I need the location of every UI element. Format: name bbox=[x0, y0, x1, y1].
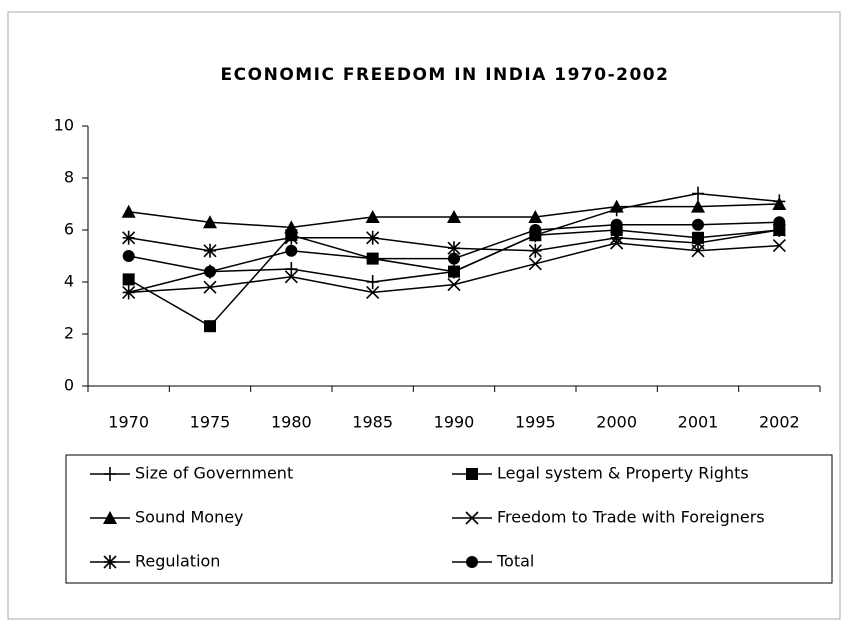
marker bbox=[203, 280, 217, 294]
marker bbox=[448, 252, 460, 265]
marker bbox=[285, 262, 298, 276]
x-tick-label: 1985 bbox=[352, 413, 393, 432]
legend-box bbox=[65, 454, 833, 584]
marker bbox=[772, 223, 786, 237]
legend-label: Sound Money bbox=[135, 508, 244, 527]
marker bbox=[204, 265, 216, 278]
marker bbox=[203, 215, 217, 229]
y-tick-label: 4 bbox=[64, 272, 74, 291]
legend-marker bbox=[466, 556, 478, 568]
legend-label: Regulation bbox=[135, 552, 220, 571]
marker bbox=[447, 210, 461, 223]
chart-frame bbox=[7, 11, 841, 620]
marker bbox=[691, 236, 705, 250]
x-tick-label: 1975 bbox=[190, 413, 231, 432]
marker bbox=[772, 239, 786, 253]
x-tick-label: 1995 bbox=[515, 413, 556, 432]
legend-marker bbox=[104, 467, 116, 481]
marker bbox=[692, 218, 704, 231]
legend-label: Freedom to Trade with Foreigners bbox=[497, 508, 765, 527]
y-tick-label: 10 bbox=[54, 116, 74, 135]
marker bbox=[691, 199, 705, 213]
legend-label: Legal system & Property Rights bbox=[497, 464, 749, 483]
x-tick-label: 2000 bbox=[596, 413, 637, 432]
marker bbox=[528, 257, 542, 271]
x-tick-label: 1980 bbox=[271, 413, 312, 432]
marker bbox=[529, 224, 542, 236]
marker bbox=[447, 278, 461, 292]
legend-label: Size of Government bbox=[135, 464, 293, 483]
legend-marker bbox=[466, 468, 478, 480]
marker bbox=[773, 216, 786, 229]
marker bbox=[203, 243, 217, 258]
marker bbox=[122, 285, 136, 299]
marker bbox=[610, 230, 624, 245]
x-tick-label: 2002 bbox=[759, 413, 800, 432]
marker bbox=[528, 243, 542, 258]
marker bbox=[121, 204, 136, 218]
marker bbox=[122, 230, 136, 245]
marker bbox=[122, 250, 135, 262]
y-tick-label: 8 bbox=[64, 168, 74, 187]
x-tick-label: 2001 bbox=[678, 413, 719, 432]
legend-marker bbox=[103, 555, 117, 569]
legend-label: Total bbox=[496, 552, 534, 571]
marker bbox=[528, 210, 543, 223]
marker bbox=[284, 230, 298, 245]
marker bbox=[284, 270, 298, 284]
y-tick-label: 2 bbox=[64, 324, 74, 343]
x-tick-label: 1970 bbox=[108, 413, 149, 432]
marker bbox=[365, 210, 380, 223]
marker bbox=[122, 273, 135, 286]
marker bbox=[772, 197, 787, 210]
marker bbox=[448, 265, 460, 278]
legend-marker bbox=[103, 511, 117, 524]
y-tick-label: 6 bbox=[64, 220, 74, 239]
chart-title: ECONOMIC FREEDOM IN INDIA 1970-2002 bbox=[221, 65, 670, 85]
marker bbox=[366, 285, 380, 299]
marker bbox=[609, 199, 624, 213]
y-tick-label: 0 bbox=[64, 376, 74, 395]
x-tick-label: 1990 bbox=[434, 413, 475, 432]
marker bbox=[366, 230, 380, 245]
marker bbox=[285, 244, 298, 257]
legend-marker bbox=[465, 511, 479, 525]
marker bbox=[366, 275, 379, 289]
marker bbox=[610, 218, 623, 231]
marker bbox=[204, 320, 216, 333]
marker bbox=[284, 220, 299, 234]
marker bbox=[366, 252, 379, 265]
marker bbox=[692, 186, 704, 201]
marker bbox=[447, 241, 461, 256]
